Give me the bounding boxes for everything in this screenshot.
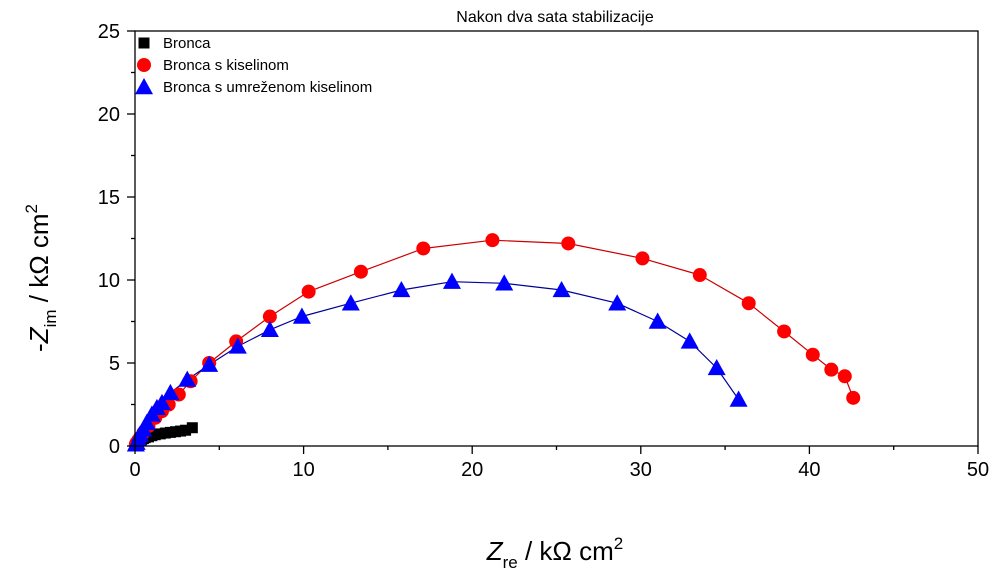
square-data-point xyxy=(186,422,198,434)
y-tick-label: 5 xyxy=(109,353,120,375)
circle-data-point xyxy=(416,241,431,256)
y-tick-label: 25 xyxy=(98,21,120,43)
legend: Bronca Bronca s kiselinom Bronca s umrežen… xyxy=(135,35,372,96)
x-axis-label: Zre / kΩ cm2 xyxy=(486,534,623,572)
y-axis-unit: / kΩ cm xyxy=(24,213,54,309)
x-tick-label: 40 xyxy=(798,459,820,481)
circle-data-point xyxy=(301,284,316,299)
triangle-data-point xyxy=(292,307,311,324)
legend-label: Bronca s kiselinom xyxy=(163,57,289,74)
triangle-data-point xyxy=(341,294,360,311)
x-tick-label: 10 xyxy=(292,459,314,481)
x-tick-label: 20 xyxy=(461,459,483,481)
triangle-data-point xyxy=(680,332,699,349)
triangle-data-point xyxy=(260,320,279,337)
fit-line xyxy=(135,281,740,445)
circle-data-point xyxy=(741,296,756,311)
legend-marker xyxy=(137,58,151,72)
triangle-data-point xyxy=(200,355,219,372)
circle-data-point xyxy=(485,233,500,248)
circle-data-point xyxy=(777,324,792,339)
chart-title: Nakon dva sata stabilizacije xyxy=(456,9,654,26)
fit-line xyxy=(135,239,854,445)
y-axis-label: -Zim / kΩ cm2 xyxy=(22,204,60,352)
fit-curves xyxy=(135,239,854,445)
y-axis-symbol: Z xyxy=(24,326,54,344)
circle-data-point xyxy=(262,309,277,324)
legend-marker xyxy=(138,37,150,49)
triangle-data-point xyxy=(729,390,748,407)
y-tick-label: 20 xyxy=(98,104,120,126)
square-data-point xyxy=(180,424,192,436)
circle-data-point xyxy=(805,347,820,362)
legend-label: Bronca s umreženom kiselinom xyxy=(163,79,372,96)
triangle-data-point xyxy=(137,413,156,430)
x-axis-unit: / kΩ cm xyxy=(518,536,614,566)
circle-data-point xyxy=(824,362,839,377)
x-tick-label: 0 xyxy=(129,459,140,481)
triangle-data-point xyxy=(442,272,461,289)
circle-data-point xyxy=(561,236,576,251)
data-markers xyxy=(126,233,861,452)
triangle-data-point xyxy=(161,383,180,401)
y-tick-label: 15 xyxy=(98,187,120,209)
x-axis-superscript: 2 xyxy=(614,534,623,553)
circle-data-point xyxy=(635,251,650,266)
x-tick-label: 30 xyxy=(630,459,652,481)
circle-data-point xyxy=(353,264,368,279)
legend-label: Bronca xyxy=(163,35,211,52)
y-tick-label: 0 xyxy=(109,436,120,458)
y-tick-label: 10 xyxy=(98,270,120,292)
triangle-data-point xyxy=(707,358,726,376)
triangle-data-point xyxy=(608,294,627,311)
triangle-data-point xyxy=(178,370,197,387)
legend-marker xyxy=(135,78,153,95)
circle-data-point xyxy=(837,369,852,384)
triangle-data-point xyxy=(228,337,247,354)
circle-data-point xyxy=(692,268,707,283)
triangle-data-point xyxy=(495,274,514,291)
triangle-data-point xyxy=(552,280,571,298)
axis-ticks: 0 10 20 30 40 50 0 5 10 15 20 25 xyxy=(98,21,989,481)
x-axis-subscript: re xyxy=(503,553,518,572)
x-axis-symbol: Z xyxy=(486,536,504,566)
triangle-data-point xyxy=(648,312,667,329)
circle-data-point xyxy=(846,390,861,405)
y-axis-prefix: - xyxy=(24,343,54,352)
triangle-data-point xyxy=(152,393,171,411)
triangle-data-point xyxy=(392,280,411,298)
y-axis-subscript: im xyxy=(41,309,60,327)
y-axis-superscript: 2 xyxy=(22,204,41,213)
x-tick-label: 50 xyxy=(967,459,989,481)
